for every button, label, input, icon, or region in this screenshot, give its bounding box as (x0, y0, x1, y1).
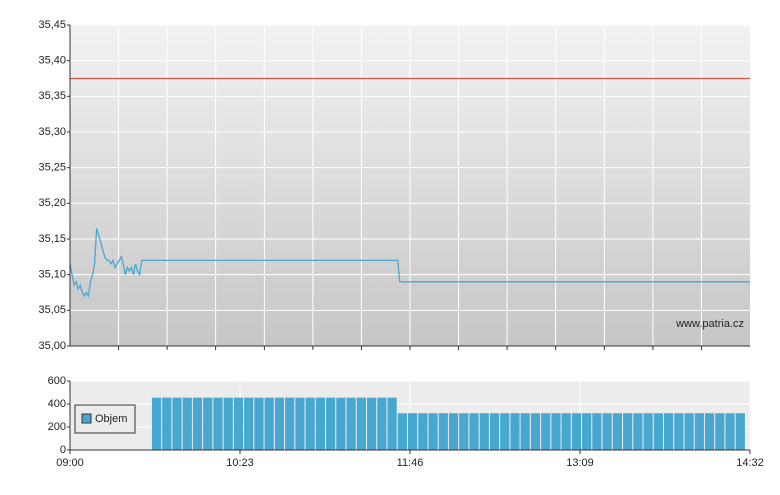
y-tick-label: 35,45 (38, 19, 66, 31)
volume-bar (571, 413, 582, 450)
volume-bar (172, 397, 182, 450)
volume-bar (182, 397, 192, 450)
volume-bar (684, 413, 694, 450)
legend-swatch (81, 413, 92, 424)
volume-bar (704, 413, 715, 450)
volume-bar (612, 413, 623, 450)
volume-bar (397, 413, 407, 450)
volume-bar (315, 397, 326, 450)
volume-bar (274, 397, 285, 450)
y-tick-label: 35,25 (38, 162, 66, 174)
volume-bar (602, 413, 612, 450)
x-tick-label: 09:00 (56, 457, 84, 469)
volume-bar (469, 413, 479, 450)
y-tick-label: 35,15 (38, 233, 66, 245)
price-line (69, 228, 750, 299)
y-tick-label: 400 (48, 398, 66, 410)
x-tick-label: 14:32 (736, 457, 764, 469)
volume-bar (244, 397, 254, 450)
volume-bar (541, 413, 551, 450)
volume-bar (448, 413, 459, 450)
volume-bar (213, 397, 223, 450)
volume-bar (735, 413, 745, 450)
volume-bar (366, 397, 377, 450)
volume-bar (500, 413, 510, 450)
y-tick-label: 35,20 (38, 197, 66, 209)
volume-bar (203, 397, 213, 450)
volume-bar (663, 413, 674, 450)
volume-bar (489, 413, 500, 450)
volume-bar (346, 397, 356, 450)
volume-bar (510, 413, 520, 450)
volume-bar (264, 397, 274, 450)
y-tick-label: 35,05 (38, 304, 66, 316)
volume-bar (582, 413, 592, 450)
volume-bar (305, 397, 315, 450)
y-tick-label: 600 (48, 375, 66, 387)
volume-bar (561, 413, 571, 450)
y-tick-label: 35,00 (38, 340, 66, 352)
volume-bar (520, 413, 530, 450)
volume-bar (377, 397, 387, 450)
volume-bar (530, 413, 541, 450)
y-tick-label: 35,40 (38, 55, 66, 67)
volume-bar (162, 397, 172, 450)
volume-bar (623, 413, 633, 450)
volume-bar (643, 413, 653, 450)
x-tick-label: 11:46 (397, 457, 424, 469)
volume-bar (233, 397, 244, 450)
y-tick-label: 0 (60, 444, 66, 456)
volume-bar (326, 397, 336, 450)
volume-bar (592, 413, 602, 450)
volume-bar (479, 413, 489, 450)
volume-bar (387, 397, 397, 450)
volume-bar (428, 413, 438, 450)
volume-bar (295, 397, 305, 450)
volume-bar (459, 413, 469, 450)
volume-bar (192, 397, 203, 450)
x-tick-label: 10:23 (226, 457, 254, 469)
volume-bar (438, 413, 448, 450)
x-tick-label: 13:09 (566, 457, 594, 469)
volume-bar (551, 413, 561, 450)
volume-bar (356, 397, 366, 450)
y-tick-label: 35,35 (38, 90, 66, 102)
legend-label: Objem (95, 413, 127, 425)
volume-bar (407, 413, 418, 450)
volume-bar (285, 397, 295, 450)
volume-bar (418, 413, 428, 450)
volume-bar (694, 413, 704, 450)
volume-bar (674, 413, 684, 450)
volume-bar (715, 413, 725, 450)
volume-bar (653, 413, 663, 450)
y-tick-label: 35,10 (38, 269, 66, 281)
y-tick-label: 200 (48, 421, 66, 433)
volume-bar (725, 413, 735, 450)
volume-bar (254, 397, 264, 450)
watermark: www.patria.cz (675, 318, 744, 330)
volume-bar (336, 397, 346, 450)
volume-bar (633, 413, 643, 450)
y-tick-label: 35,30 (38, 126, 66, 138)
volume-bar (151, 397, 162, 450)
volume-bar (223, 397, 233, 450)
